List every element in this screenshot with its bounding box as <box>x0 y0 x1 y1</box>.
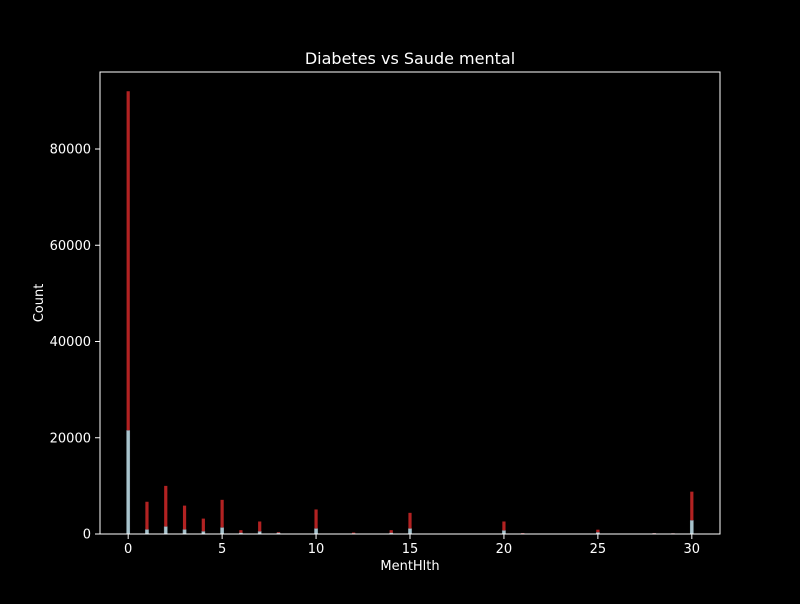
y-tick-label: 60000 <box>50 239 91 254</box>
x-tick-label: 5 <box>218 542 226 557</box>
x-tick-label: 20 <box>496 542 513 557</box>
histogram-bar <box>164 527 167 534</box>
y-tick-label: 20000 <box>50 431 91 446</box>
x-tick-label: 25 <box>590 542 607 557</box>
y-tick-label: 0 <box>83 528 91 543</box>
histogram-bar <box>314 529 317 534</box>
histogram-bar <box>127 431 130 534</box>
bars-layer <box>127 91 694 534</box>
x-tick-label: 15 <box>402 542 419 557</box>
y-axis-label: Count <box>32 284 47 323</box>
histogram-bar <box>145 530 148 534</box>
chart-title: Diabetes vs Saude mental <box>305 49 515 68</box>
histogram-bar <box>408 529 411 534</box>
x-tick-label: 0 <box>124 542 132 557</box>
x-axis-label: MentHlth <box>380 559 439 574</box>
histogram-bar <box>502 531 505 534</box>
y-tick-label: 80000 <box>50 143 91 158</box>
histogram-bar <box>221 528 224 534</box>
x-tick-label: 30 <box>684 542 701 557</box>
x-tick-label: 10 <box>308 542 325 557</box>
histogram-bar <box>690 521 693 534</box>
histogram-bar <box>183 530 186 534</box>
histogram-bar <box>145 502 148 534</box>
y-tick-label: 40000 <box>50 335 91 350</box>
ticks-layer: 0 5 10 15 20 25 30 0 20000 40000 60000 80000 <box>50 143 700 558</box>
plot-frame <box>100 72 720 534</box>
